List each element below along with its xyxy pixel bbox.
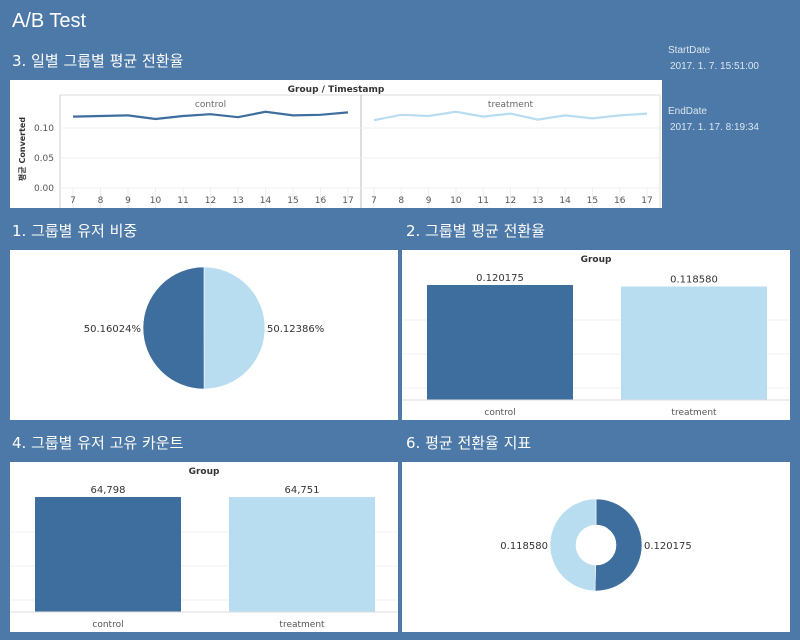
chart-title: Group <box>189 467 220 477</box>
section-title-indicator: 6. 평균 전환율 지표 <box>406 434 532 452</box>
y-tick-label: 0.05 <box>34 154 54 164</box>
bar-control <box>35 497 181 612</box>
share-chart-panel: 50.12386% 50.16024% <box>10 250 398 420</box>
x-tick-label-treatment: treatment <box>279 620 325 630</box>
x-tick-label: 16 <box>315 196 327 206</box>
bar-value-label-control: 64,798 <box>91 485 126 496</box>
end-date-value: 2017. 1. 17. 8:19:34 <box>670 122 759 133</box>
x-tick-label: 17 <box>641 196 652 206</box>
bar-control <box>427 285 573 400</box>
x-tick-label: 8 <box>398 196 404 206</box>
x-tick-label: 15 <box>587 196 598 206</box>
avg-bar-chart: Group 0.120175 control 0.118580 treatment <box>402 255 790 418</box>
dashboard-title: A/B Test <box>12 10 87 32</box>
x-tick-label-control: control <box>484 408 515 418</box>
chart-title: Group / Timestamp <box>288 85 385 95</box>
x-tick-label: 9 <box>426 196 432 206</box>
x-tick-label: 8 <box>98 196 104 206</box>
bar-treatment <box>229 497 375 612</box>
slice-control <box>594 498 643 592</box>
x-tick-label: 12 <box>205 196 216 206</box>
y-tick-label: 0.10 <box>34 124 54 134</box>
slice-control <box>142 266 205 390</box>
y-tick-label: 0.00 <box>34 184 54 194</box>
x-tick-label: 15 <box>287 196 298 206</box>
x-tick-label: 10 <box>450 196 462 206</box>
bar-value-label-treatment: 0.118580 <box>670 275 718 286</box>
slice-label-control: 0.120175 <box>644 541 692 552</box>
section-title-avg: 2. 그룹별 평균 전환율 <box>406 222 546 240</box>
x-tick-label: 7 <box>371 196 377 206</box>
x-tick-label: 10 <box>150 196 162 206</box>
x-tick-label: 12 <box>505 196 516 206</box>
start-date-label: StartDate <box>668 45 711 56</box>
share-pie-chart: 50.12386% 50.16024% <box>84 266 324 390</box>
bar-treatment <box>621 286 767 400</box>
panel-label-treatment: treatment <box>488 100 534 110</box>
section-title-daily: 3. 일별 그룹별 평균 전환율 <box>12 52 184 70</box>
chart-title: Group <box>581 255 612 265</box>
section-title-unique: 4. 그룹별 유저 고유 카운트 <box>12 434 184 452</box>
series-line-control <box>72 110 349 121</box>
daily-chart-panel: Group / Timestamp 0.00 0.05 0.10 평균 Converte… <box>10 80 662 208</box>
slice-label-control: 50.16024% <box>84 324 141 335</box>
x-tick-label: 13 <box>532 196 543 206</box>
daily-line-chart: Group / Timestamp 0.00 0.05 0.10 평균 Converte… <box>17 85 661 208</box>
x-tick-label: 17 <box>342 196 353 206</box>
start-date-value: 2017. 1. 7. 15:51:00 <box>670 61 759 72</box>
x-tick-label: 16 <box>614 196 626 206</box>
x-tick-label-control: control <box>92 620 123 630</box>
series-line-treatment <box>373 110 648 122</box>
indicator-donut-chart: 0.120175 0.118580 <box>500 498 692 592</box>
panel-label-control: control <box>195 100 226 110</box>
avg-chart-panel: Group 0.120175 control 0.118580 treatment <box>402 250 790 420</box>
x-tick-label: 13 <box>232 196 243 206</box>
unique-chart-panel: Group 64,798 control 64,751 treatment <box>10 462 398 632</box>
x-tick-label-treatment: treatment <box>671 408 717 418</box>
x-tick-label: 14 <box>260 196 272 206</box>
x-tick-label: 11 <box>477 196 488 206</box>
slice-treatment <box>203 266 266 390</box>
slice-label-treatment: 0.118580 <box>500 541 548 552</box>
slice-treatment <box>549 498 597 592</box>
indicator-chart-panel: 0.120175 0.118580 <box>402 462 790 632</box>
slice-label-treatment: 50.12386% <box>267 324 324 335</box>
x-tick-label: 9 <box>125 196 131 206</box>
section-title-share: 1. 그룹별 유저 비중 <box>12 222 138 240</box>
x-tick-label: 11 <box>177 196 188 206</box>
y-axis-title: 평균 Converted <box>17 117 27 181</box>
bar-value-label-treatment: 64,751 <box>285 485 320 496</box>
bar-value-label-control: 0.120175 <box>476 273 524 284</box>
end-date-label: EndDate <box>668 106 707 117</box>
unique-bar-chart: Group 64,798 control 64,751 treatment <box>10 467 398 630</box>
x-tick-label: 7 <box>70 196 76 206</box>
x-tick-label: 14 <box>559 196 571 206</box>
